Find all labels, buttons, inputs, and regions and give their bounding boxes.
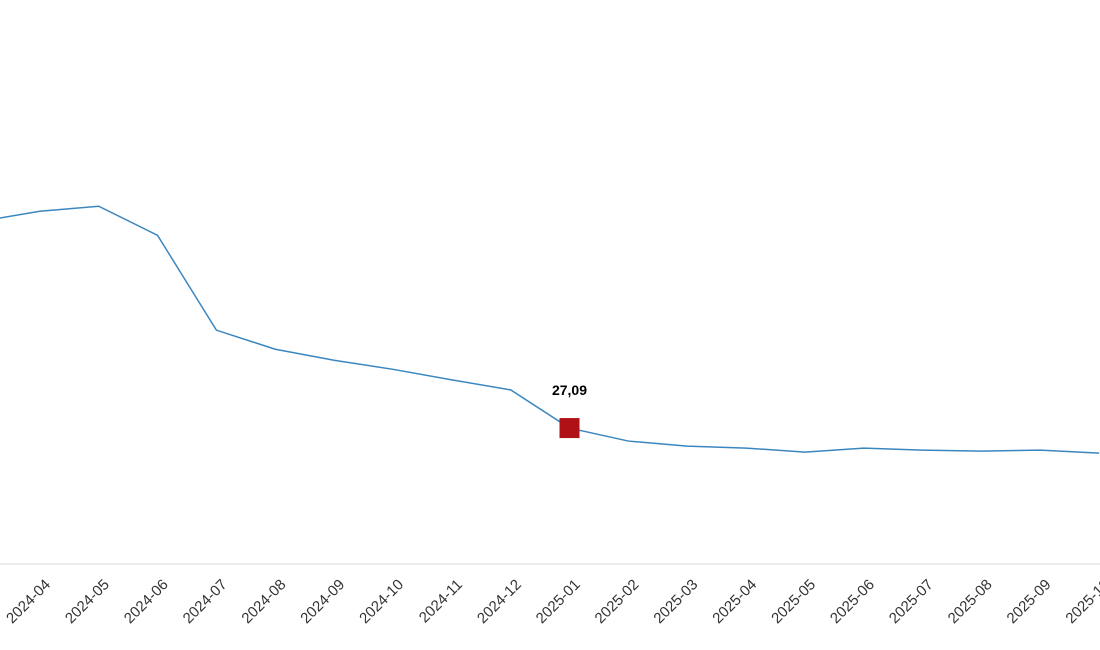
x-tick-label: 2025-09 xyxy=(1004,576,1055,627)
x-tick-label: 2025-04 xyxy=(709,576,760,627)
x-tick-label: 2025-08 xyxy=(945,576,996,627)
x-tick-label: 2024-07 xyxy=(180,576,231,627)
x-tick-label: 2024-12 xyxy=(474,576,525,627)
data-label: 27,09 xyxy=(552,382,587,398)
x-tick-label: 2025-03 xyxy=(650,576,701,627)
x-tick-label: 2025-07 xyxy=(886,576,937,627)
x-tick-label: 2025-01 xyxy=(533,576,584,627)
x-tick-label: 2024-10 xyxy=(356,576,407,627)
line xyxy=(0,205,1100,454)
x-tick-label: 2025-05 xyxy=(768,576,819,627)
highlight-marker xyxy=(559,418,580,439)
x-tick-label: 2024-06 xyxy=(121,576,172,627)
x-tick-label: 2024-11 xyxy=(416,576,466,626)
x-tick-label: 2024-04 xyxy=(3,576,54,627)
x-tick-label: 2025-06 xyxy=(827,576,878,627)
x-tick-label: 2024-05 xyxy=(62,576,113,627)
x-tick-label: 2024-08 xyxy=(238,576,289,627)
x-tick-label: 2025-10 xyxy=(1062,576,1100,627)
x-tick-label: 2024-09 xyxy=(297,576,348,627)
x-tick-label: 2025-02 xyxy=(592,576,643,627)
